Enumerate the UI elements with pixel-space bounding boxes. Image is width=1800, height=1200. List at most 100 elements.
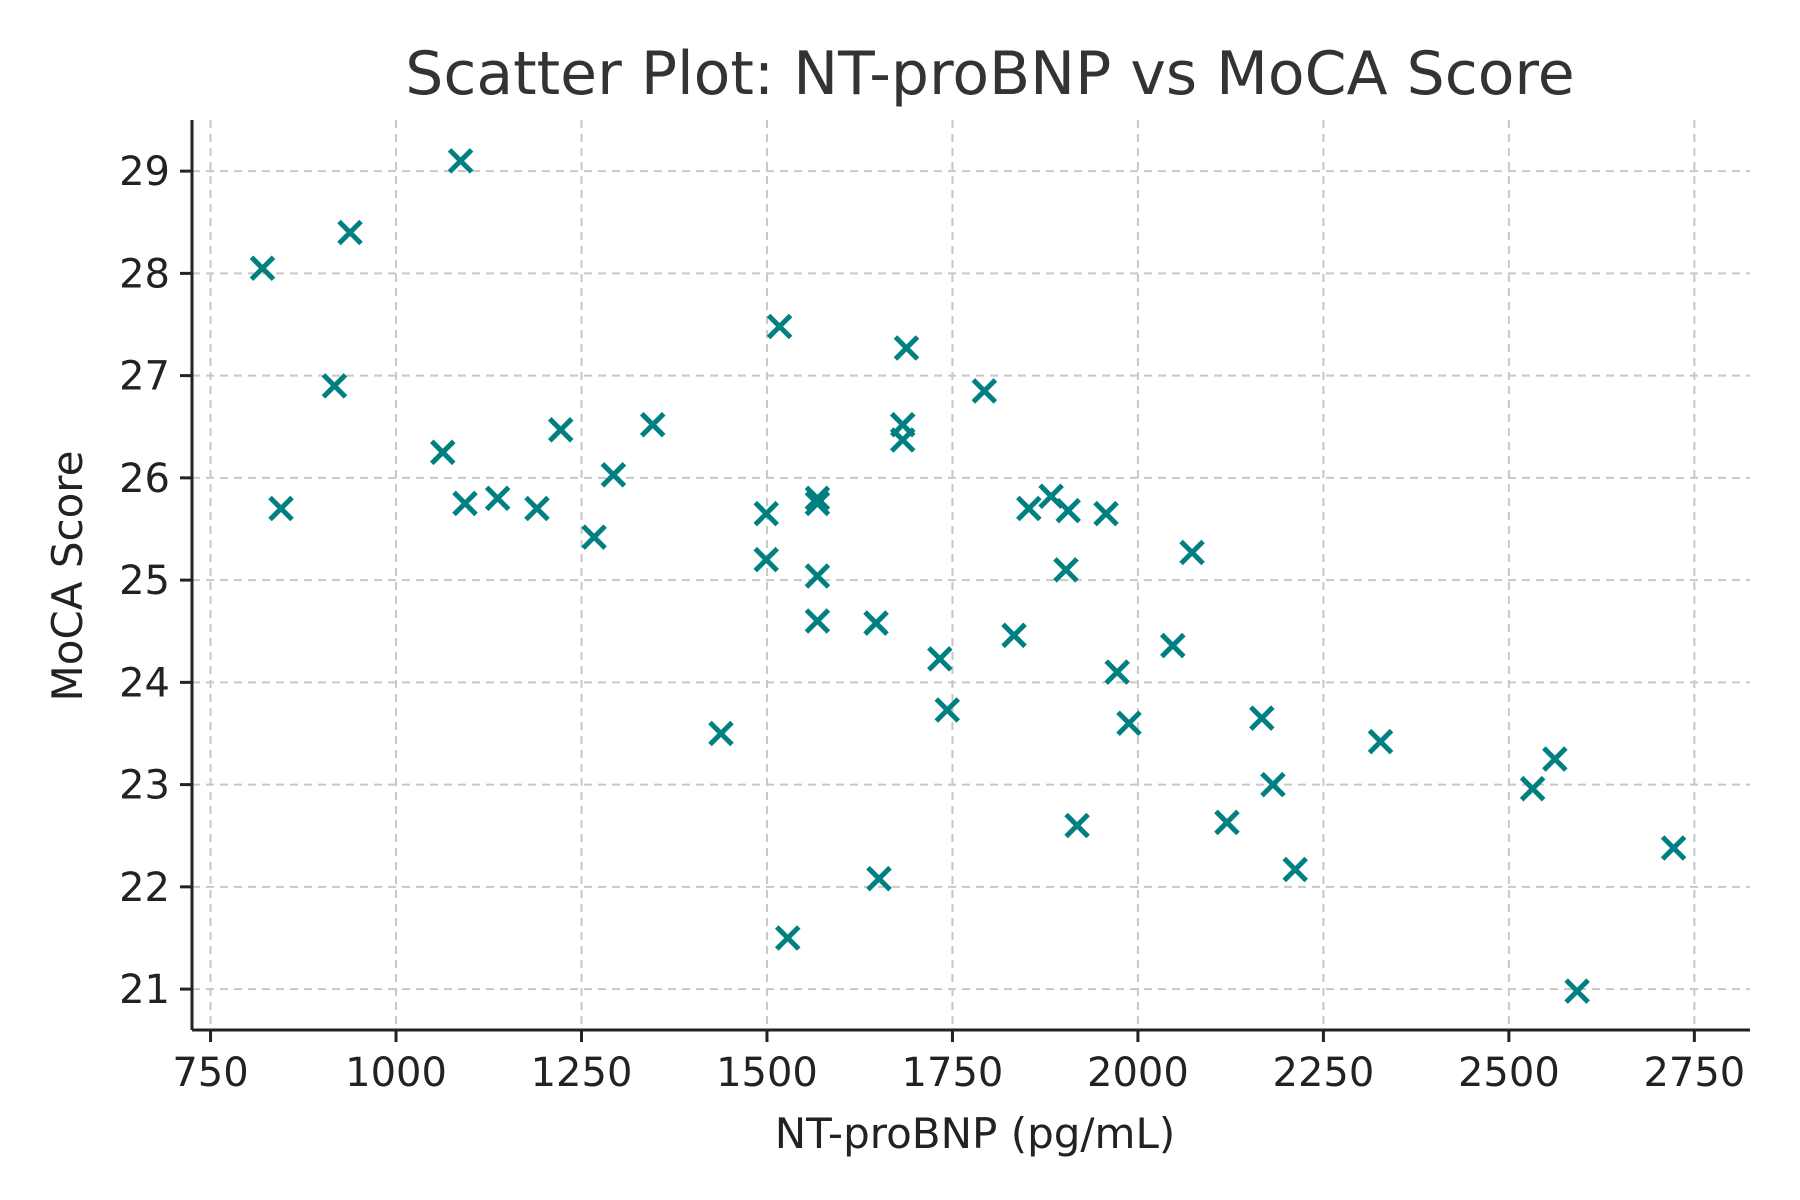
marker-stroke [639, 411, 666, 438]
marker-stroke [581, 524, 607, 550]
marker-stroke [1367, 728, 1394, 755]
data-point-marker [971, 378, 998, 404]
y-tick-label: 22 [119, 865, 170, 911]
data-point-marker [1160, 632, 1186, 659]
y-tick-label: 27 [119, 354, 170, 400]
x-tick-label: 1750 [902, 1050, 1004, 1096]
data-point-marker [1053, 557, 1079, 583]
data-point-marker [1064, 812, 1090, 839]
x-tick-label: 2500 [1458, 1050, 1560, 1096]
marker-stroke [1564, 978, 1590, 1004]
data-point-marker [1249, 705, 1275, 731]
marker-stroke [1282, 856, 1308, 883]
marker-stroke [1660, 835, 1687, 861]
marker-stroke [804, 563, 831, 589]
data-point-marker [268, 495, 294, 522]
marker-stroke [447, 148, 474, 174]
data-point-marker [429, 439, 456, 466]
data-point-marker [1564, 978, 1590, 1004]
marker-stroke [766, 313, 793, 340]
chart-title: Scatter Plot: NT-proBNP vs MoCA Score [405, 39, 1574, 109]
marker-stroke [484, 485, 511, 512]
marker-stroke [866, 865, 892, 892]
data-point-marker [708, 720, 734, 747]
marker-stroke [804, 490, 831, 517]
marker-stroke [1179, 539, 1205, 566]
x-axis-label: NT-proBNP (pg/mL) [775, 1109, 1176, 1158]
y-tick-label: 25 [119, 558, 170, 604]
data-point-marker [1519, 775, 1546, 802]
marker-stroke [249, 255, 276, 282]
data-point-marker [1116, 710, 1142, 737]
marker-stroke [600, 462, 627, 488]
data-point-marker [804, 563, 831, 589]
marker-stroke [893, 335, 920, 361]
marker-stroke [1055, 497, 1081, 524]
data-point-marker [893, 335, 920, 361]
y-tick-label: 29 [119, 149, 170, 195]
data-point-marker [804, 608, 831, 634]
data-point-marker [1214, 809, 1240, 836]
data-point-marker [1055, 497, 1081, 524]
data-point-marker [600, 462, 627, 488]
marker-stroke [1214, 809, 1240, 836]
marker-stroke [1053, 557, 1079, 583]
marker-stroke [804, 485, 831, 512]
data-point-marker [804, 490, 831, 517]
data-point-marker [581, 524, 607, 550]
x-tick-label: 2000 [1087, 1050, 1189, 1096]
data-point-marker [1260, 771, 1286, 798]
marker-stroke [1160, 632, 1186, 659]
marker-stroke [1104, 659, 1130, 685]
marker-stroke [863, 610, 889, 636]
y-tick-label: 23 [119, 763, 170, 809]
x-tick-label: 1500 [716, 1050, 818, 1096]
data-point-marker [484, 485, 511, 512]
y-tick-label: 26 [119, 456, 170, 502]
data-point-marker [1001, 622, 1027, 649]
data-point-marker [863, 610, 889, 636]
data-points [249, 148, 1687, 1004]
data-point-marker [774, 925, 801, 951]
x-tick-label: 2250 [1273, 1050, 1375, 1096]
marker-stroke [708, 720, 734, 747]
marker-stroke [1542, 746, 1568, 772]
data-point-marker [866, 865, 892, 892]
x-axis-ticks: 750 1000 1250 1500 1750 2000 2250 2500 2750 [172, 1030, 1745, 1096]
data-point-marker [447, 148, 474, 174]
marker-stroke [1519, 775, 1546, 802]
marker-stroke [934, 697, 961, 723]
y-axis-ticks: 21 22 23 24 25 26 27 28 29 [119, 149, 192, 1013]
marker-stroke [927, 646, 953, 672]
x-tick-label: 1000 [345, 1050, 447, 1096]
y-tick-label: 28 [119, 251, 170, 297]
data-point-marker [249, 255, 276, 282]
marker-stroke [1260, 771, 1286, 798]
marker-stroke [524, 495, 550, 522]
marker-stroke [753, 546, 780, 573]
marker-stroke [337, 219, 363, 246]
data-point-marker [1282, 856, 1308, 883]
grid [192, 120, 1750, 1030]
marker-stroke [1016, 495, 1042, 522]
marker-stroke [1249, 705, 1275, 731]
data-point-marker [452, 490, 478, 517]
x-tick-label: 2750 [1643, 1050, 1745, 1096]
marker-stroke [804, 608, 831, 634]
data-point-marker [889, 427, 916, 453]
data-point-marker [1093, 500, 1119, 527]
data-point-marker [1660, 835, 1687, 861]
data-point-marker [1367, 728, 1394, 755]
y-tick-label: 24 [119, 660, 170, 706]
data-point-marker [337, 219, 363, 246]
data-point-marker [639, 411, 666, 438]
marker-stroke [452, 490, 478, 517]
marker-stroke [1116, 710, 1142, 737]
data-point-marker [753, 546, 780, 573]
y-axis-label: MoCA Score [43, 451, 92, 702]
data-point-marker [804, 485, 831, 512]
data-point-marker [1179, 539, 1205, 566]
y-tick-label: 21 [119, 967, 170, 1013]
